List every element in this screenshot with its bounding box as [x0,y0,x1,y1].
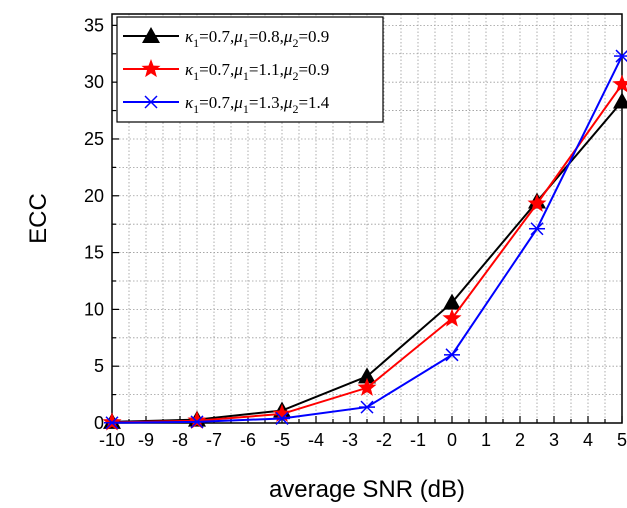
x-axis-title: average SNR (dB) [269,476,465,503]
x-tick-label: 1 [481,430,491,450]
x-tick-label: -1 [410,430,426,450]
series-2-point [187,410,207,429]
x-tick-label: 2 [515,430,525,450]
x-tick-label: -8 [172,430,188,450]
x-tick-label: -9 [138,430,154,450]
series-3-point [614,49,627,63]
x-tick-label: -5 [274,430,290,450]
y-tick-label: 25 [84,129,104,149]
y-tick-label: 35 [84,15,104,35]
y-tick-label: 30 [84,72,104,92]
legend-marker-1 [142,27,160,43]
series-group [102,49,627,431]
y-tick-label: 20 [84,186,104,206]
legend-marker-2 [141,59,161,78]
legend: κ1=0.7,μ1=0.8,μ2=0.9 κ1=0.7,μ1=1.1,μ2=0.9… [116,16,384,123]
legend-label-2: κ1=0.7,μ1=1.1,μ2=0.9 [185,60,329,83]
x-tick-label: 4 [583,430,593,450]
series-3-point [359,400,375,414]
y-tick-label: 10 [84,299,104,319]
series-2-point [612,74,627,93]
series-3-point [444,348,460,362]
x-tick-label: 5 [617,430,627,450]
x-tick-label: -7 [206,430,222,450]
x-tick-label: -6 [240,430,256,450]
legend-marker-3 [143,95,159,109]
y-tick-label: 0 [94,413,104,433]
x-tick-label: 0 [447,430,457,450]
series-2-point [527,193,547,212]
series-3-point [189,415,205,429]
series-3-point [529,222,545,236]
series-2-point [357,377,377,396]
x-tick-label: 3 [549,430,559,450]
series-2-point [102,412,122,431]
x-tick-label: -3 [342,430,358,450]
series-1-point [613,92,627,109]
series-3-point [274,411,290,425]
series-2-point [442,308,462,327]
x-tick-label: -2 [376,430,392,450]
series-3-point [104,416,120,430]
y-axis-title: ECC [25,193,52,244]
series-1-point [443,293,461,310]
series-1-point [358,367,376,384]
y-tick-label: 5 [94,356,104,376]
legend-label-3: κ1=0.7,μ1=1.3,μ2=1.4 [185,93,330,116]
legend-label-1: κ1=0.7,μ1=0.8,μ2=0.9 [185,27,329,50]
x-tick-label: -4 [308,430,324,450]
axis-ticks: -10 -9 -8 -7 -6 -5 -4 -3 -2 -1 0 1 2 3 4 50510152025303… [84,15,627,450]
series-2-point [272,403,292,422]
y-tick-label: 15 [84,243,104,263]
x-tick-label: -10 [99,430,125,450]
